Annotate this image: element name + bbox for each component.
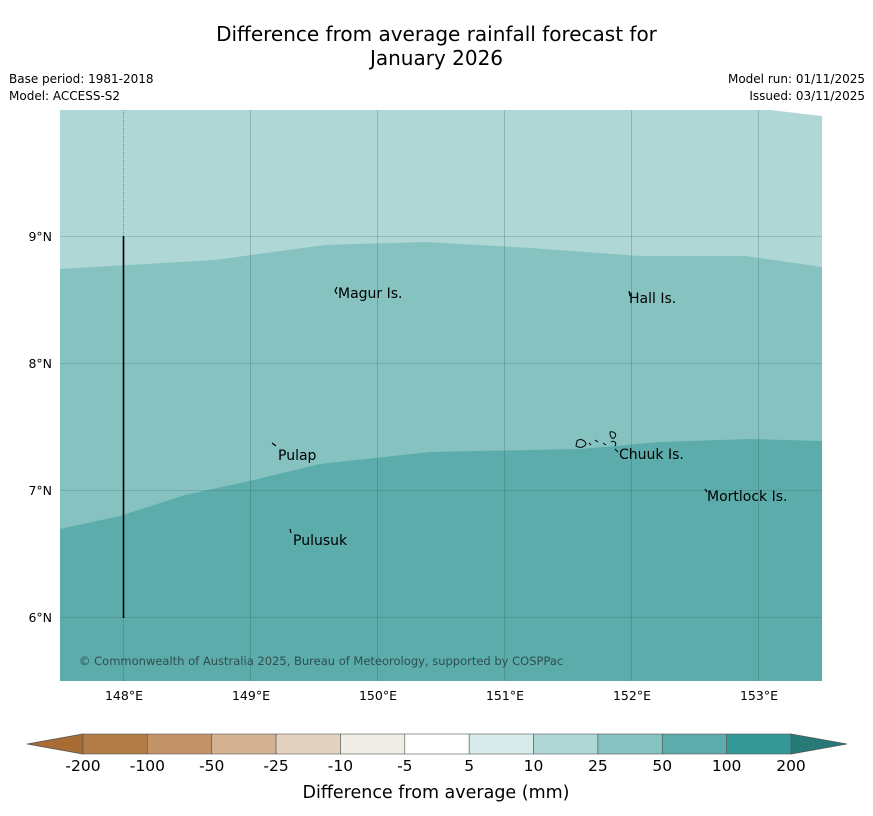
colorbar-swatch: [726, 733, 792, 755]
colorbar-swatches: [82, 733, 792, 755]
place-label-magur: Magur Is.: [338, 286, 403, 302]
meta-left: Base period: 1981-2018 Model: ACCESS-S2: [9, 71, 154, 105]
lon-label-153: 153°E: [740, 688, 778, 703]
colorbar-swatch: [340, 733, 406, 755]
colorbar-tick-label: 5: [464, 757, 474, 775]
map-title-line-2: January 2026: [369, 46, 504, 70]
colorbar-ticks: -200 -100 -50 -25 -10 -5 5 10 25 50 100 200: [65, 757, 805, 775]
latitude-labels: 9°N 8°N 7°N 6°N: [28, 229, 52, 625]
colorbar-swatch: [661, 733, 727, 755]
model-run-text: Model run: 01/11/2025: [727, 72, 865, 86]
colorbar-swatch: [597, 733, 663, 755]
colorbar-swatch: [533, 733, 599, 755]
place-label-pulap: Pulap: [278, 448, 317, 464]
place-label-chuuk: Chuuk Is.: [619, 447, 684, 463]
colorbar-tick-label: -200: [65, 757, 100, 775]
colorbar-tick-label: -25: [263, 757, 288, 775]
place-label-mortlock: Mortlock Is.: [707, 489, 787, 505]
model-text: Model: ACCESS-S2: [9, 89, 121, 103]
map-panel: Magur Is. Hall Is. Pulap Chuuk Is. Mortl…: [60, 110, 822, 681]
longitude-labels: 148°E 149°E 150°E 151°E 152°E 153°E: [105, 688, 778, 703]
colorbar-tick-label: -10: [328, 757, 353, 775]
island-mortlock: [704, 488, 708, 493]
place-label-hall: Hall Is.: [629, 291, 676, 307]
colorbar-tick-label: 100: [712, 757, 742, 775]
lat-label-7n: 7°N: [28, 483, 52, 498]
island-chuuk: [575, 431, 619, 453]
lon-label-149: 149°E: [232, 688, 270, 703]
map-title: Difference from average rainfall forecas…: [0, 22, 873, 70]
colorbar-swatch: [82, 733, 148, 755]
colorbar-swatch: [468, 733, 534, 755]
island-pulusuk: [289, 528, 292, 534]
lon-label-150: 150°E: [359, 688, 397, 703]
colorbar-swatch: [275, 733, 341, 755]
colorbar-swatch: [147, 733, 213, 755]
legend-colorbar: -200 -100 -50 -25 -10 -5 5 10 25 50 100 200: [26, 733, 848, 775]
colorbar-swatch: [404, 733, 470, 755]
no-data-corner: [770, 110, 822, 116]
lon-label-148: 148°E: [105, 688, 143, 703]
issued-text: Issued: 03/11/2025: [749, 89, 865, 103]
island-magur: [334, 286, 338, 295]
legend-title: Difference from average (mm): [302, 783, 569, 803]
colorbar-tick-label: 50: [652, 757, 672, 775]
meta-right: Model run: 01/11/2025 Issued: 03/11/2025: [728, 71, 865, 105]
map-title-line-1: Difference from average rainfall forecas…: [216, 22, 657, 46]
lon-label-152: 152°E: [613, 688, 651, 703]
colorbar-tick-label: -50: [199, 757, 224, 775]
island-outlines: [271, 286, 708, 534]
place-labels: Magur Is. Hall Is. Pulap Chuuk Is. Mortl…: [278, 286, 787, 549]
base-period-text: Base period: 1981-2018: [9, 72, 154, 86]
band-50-100: [60, 439, 822, 681]
lat-label-9n: 9°N: [28, 229, 52, 244]
colorbar-tick-label: 10: [524, 757, 544, 775]
copyright-text: © Commonwealth of Australia 2025, Bureau…: [79, 654, 563, 668]
lon-label-151: 151°E: [486, 688, 524, 703]
colorbar-tick-label: -5: [397, 757, 412, 775]
colorbar-arrow-low: [26, 733, 84, 755]
gridlines: [60, 110, 822, 681]
colorbar-swatch: [211, 733, 277, 755]
lat-label-6n: 6°N: [28, 610, 52, 625]
place-label-pulusuk: Pulusuk: [293, 533, 348, 549]
island-hall: [628, 290, 631, 297]
colorbar-tick-label: 200: [776, 757, 806, 775]
colorbar-arrow-high: [790, 733, 848, 755]
colorbar-tick-label: -100: [130, 757, 165, 775]
lat-label-8n: 8°N: [28, 356, 52, 371]
colorbar-tick-label: 25: [588, 757, 608, 775]
island-pulap: [271, 442, 277, 447]
